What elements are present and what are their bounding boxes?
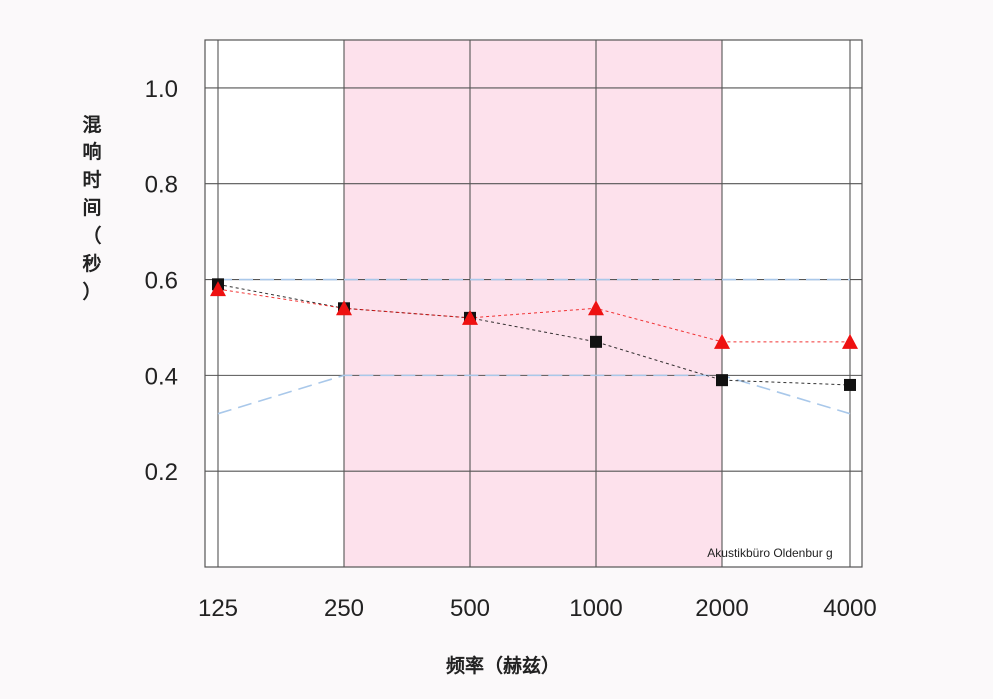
credit-text: Akustikbüro Oldenbur g [707,546,832,560]
x-tick-label: 4000 [823,595,876,622]
y-axis-label-char: 响 [82,140,101,163]
triangle-marker-4000 [842,333,858,349]
y-axis-label-char: 间 [82,197,101,219]
tolerance-line-2 [217,374,851,415]
series-line-1 [217,283,851,386]
x-axis-label: 频率（赫兹） [446,654,560,677]
triangle-marker-250 [336,300,352,316]
triangle-marker-1000 [588,300,604,316]
y-tick-label: 0.4 [145,363,178,390]
y-tick-label: 1.0 [145,76,178,103]
plot-frame [204,39,863,568]
square-marker-4000 [844,378,856,391]
x-tick-label: 250 [324,595,364,622]
x-tick-label: 500 [450,595,490,622]
highlight-band [344,40,722,567]
triangle-marker-2000 [714,333,730,349]
y-axis-label-char: 秒 [82,252,101,275]
y-tick-label: 0.2 [145,459,178,486]
x-tick-label: 2000 [695,595,748,622]
x-tick-label: 125 [198,595,238,622]
triangle-marker-500 [462,309,478,325]
y-tick-label: 0.8 [145,172,178,199]
y-axis-label-char: ） [82,280,101,303]
y-axis-label-char: 混 [82,114,101,136]
square-marker-2000 [716,374,728,387]
y-axis-label-char: （ [82,224,101,247]
square-marker-1000 [590,335,602,348]
triangle-marker-125 [210,281,226,297]
x-tick-label: 1000 [569,595,622,622]
y-axis-label-char: 时 [82,169,101,191]
y-tick-label: 0.6 [145,268,178,295]
